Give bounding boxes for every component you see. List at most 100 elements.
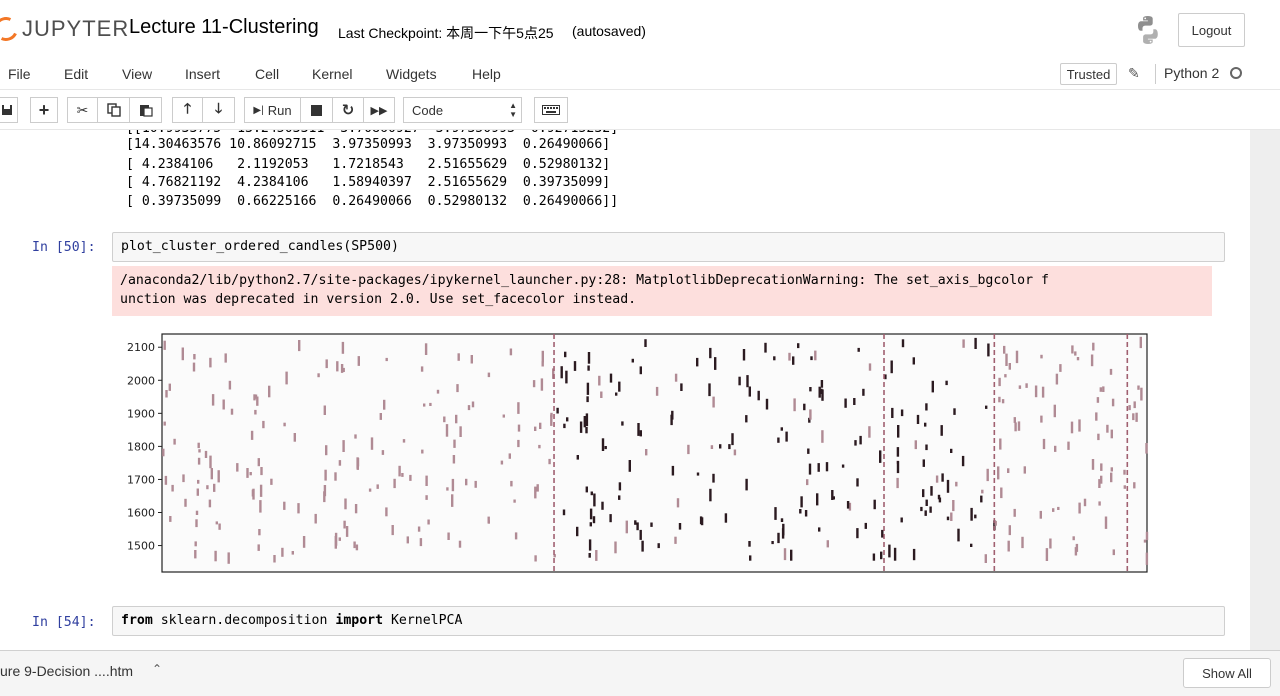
candle	[586, 396, 589, 403]
candle	[774, 507, 777, 520]
candle	[1143, 539, 1147, 543]
save-button[interactable]	[0, 97, 18, 123]
candle	[1045, 548, 1049, 561]
candle	[1003, 345, 1006, 354]
pencil-icon[interactable]: ✎	[1128, 65, 1140, 81]
show-all-button[interactable]: Show All	[1183, 658, 1271, 688]
copy-button[interactable]	[98, 97, 130, 123]
plot-frame	[161, 333, 1148, 573]
candle	[556, 407, 559, 414]
kernel-name[interactable]: Python 2	[1164, 65, 1220, 81]
menu-help[interactable]: Help	[472, 66, 501, 82]
candle	[474, 480, 477, 488]
candle	[342, 440, 345, 452]
menu-cell[interactable]: Cell	[255, 66, 280, 82]
candle	[879, 450, 882, 463]
candle	[799, 509, 802, 514]
menu-kernel[interactable]: Kernel	[312, 66, 353, 82]
move-up-button[interactable]: 🡑	[172, 97, 203, 123]
candle	[780, 427, 783, 431]
candle	[573, 361, 577, 371]
y-tick-label: 1600	[127, 507, 155, 520]
restart-run-all-button[interactable]: ▶▶	[364, 97, 395, 123]
cell-type-select[interactable]: Code ▲ ▼	[403, 97, 522, 123]
jupyter-logo[interactable]: JUPYTER	[0, 13, 129, 45]
candle	[419, 538, 423, 547]
candle	[816, 493, 819, 506]
candle	[165, 390, 168, 398]
candle	[532, 380, 536, 388]
candle	[196, 488, 199, 496]
candle	[1008, 525, 1011, 536]
python-logo-icon	[1138, 16, 1158, 44]
candle	[457, 353, 460, 361]
candle	[1021, 536, 1024, 549]
candle	[587, 352, 591, 364]
candle	[589, 508, 593, 520]
candle	[981, 489, 984, 494]
candle	[368, 488, 372, 492]
candle	[1083, 498, 1087, 507]
candle	[1111, 398, 1115, 407]
candle	[1099, 387, 1102, 392]
candle	[621, 421, 624, 426]
candle	[974, 514, 977, 519]
candle	[940, 425, 943, 436]
candle	[588, 553, 591, 558]
candle	[634, 520, 637, 525]
candle	[868, 363, 872, 371]
candle	[1070, 421, 1074, 434]
command-palette-button[interactable]	[534, 97, 568, 123]
candle	[268, 385, 271, 398]
cell-54-input[interactable]: from sklearn.decomposition import Kernel…	[112, 606, 1225, 636]
candle	[592, 516, 596, 524]
trusted-badge[interactable]: Trusted	[1060, 63, 1117, 85]
notebook-container[interactable]: [[10.9933775 13.24503311 3.70860927 3.97…	[0, 130, 1280, 650]
candle	[323, 485, 327, 497]
candle	[429, 402, 432, 406]
candle	[210, 468, 213, 480]
menu-insert[interactable]: Insert	[185, 66, 221, 82]
logout-button[interactable]: Logout	[1178, 13, 1245, 47]
menu-file[interactable]: File	[8, 66, 31, 82]
cut-button[interactable]: ✂	[67, 97, 98, 123]
insert-cell-button[interactable]: +	[30, 97, 58, 123]
import-name: KernelPCA	[383, 613, 463, 628]
candle	[1092, 342, 1095, 351]
chevron-up-icon[interactable]: ⌃	[152, 662, 163, 676]
candle	[197, 479, 200, 484]
candle	[804, 510, 808, 517]
candle	[254, 409, 257, 415]
candle	[562, 509, 566, 516]
candle	[1018, 385, 1022, 389]
scrollbar[interactable]	[1268, 130, 1280, 650]
candle	[1145, 552, 1149, 565]
candle	[1091, 459, 1095, 470]
candle	[171, 484, 174, 492]
download-file-name[interactable]: ure 9-Decision ....htm	[0, 663, 134, 679]
run-button[interactable]: ▶| Run	[244, 97, 301, 123]
candle	[709, 347, 712, 359]
notebook-title[interactable]: Lecture 11-Clustering	[129, 16, 319, 38]
run-label: Run	[267, 102, 292, 118]
menu-edit[interactable]: Edit	[64, 66, 89, 82]
candle	[1000, 487, 1003, 499]
paste-button[interactable]	[130, 97, 162, 123]
menu-view[interactable]: View	[122, 66, 153, 82]
candle	[1074, 351, 1077, 356]
candle	[783, 548, 787, 561]
candle	[764, 342, 767, 353]
candle	[1040, 415, 1043, 423]
move-down-button[interactable]: 🡓	[203, 97, 235, 123]
candle	[831, 490, 834, 500]
candle	[344, 498, 347, 510]
menu-widgets[interactable]: Widgets	[386, 66, 437, 82]
candle	[302, 536, 306, 548]
candle	[820, 388, 823, 394]
cell-50-input[interactable]: plot_cluster_ordered_candles(SP500)	[112, 232, 1225, 262]
candle	[609, 514, 612, 523]
candle	[1014, 422, 1017, 432]
interrupt-button[interactable]	[301, 97, 333, 123]
candle	[832, 496, 835, 500]
restart-button[interactable]: ↻	[333, 97, 364, 123]
